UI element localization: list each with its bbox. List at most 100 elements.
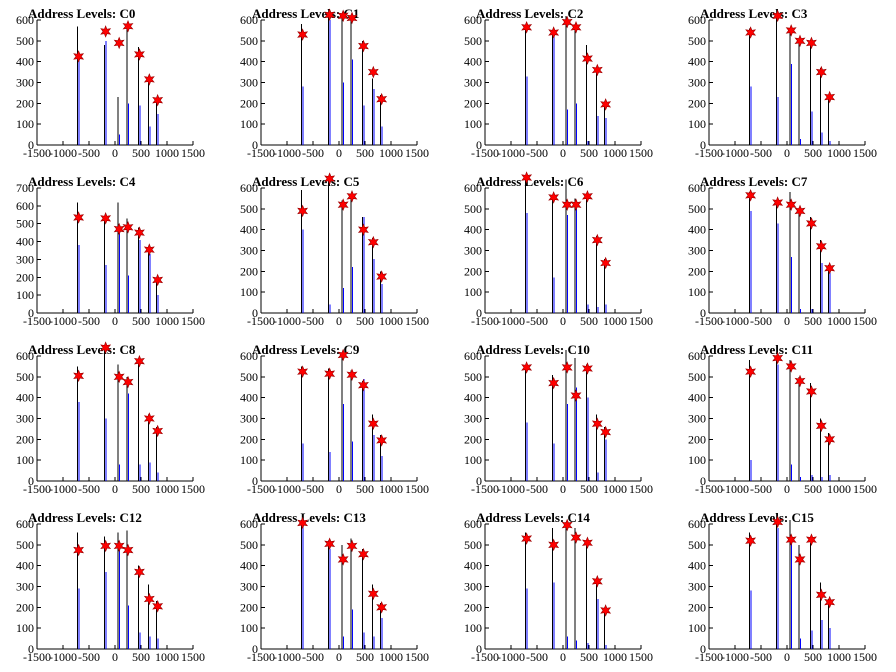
star-marker: [794, 374, 806, 388]
y-tick-label: 100: [464, 453, 482, 467]
y-tick-label: 500: [464, 370, 482, 384]
y-tick-label: 700: [16, 181, 34, 195]
star-marker: [152, 273, 164, 287]
y-tick-label: 300: [464, 244, 482, 258]
x-tick-label: -1000: [49, 314, 77, 328]
x-tick-label: 1000: [827, 146, 851, 160]
y-tick-label: 0: [252, 138, 258, 152]
y-tick-label: 200: [16, 96, 34, 110]
x-tick-label: 1500: [629, 314, 653, 328]
x-tick-label: 1500: [629, 482, 653, 496]
chart-panel-9: Address Levels: C9 0 100 200 300 400 500 600 -15…: [224, 336, 448, 504]
y-tick-label: 100: [240, 285, 258, 299]
x-tick-label: -1500: [695, 146, 723, 160]
y-tick-label: 200: [240, 432, 258, 446]
y-tick-label: 0: [700, 306, 706, 320]
y-tick-label: 200: [464, 96, 482, 110]
chart-panel-7: Address Levels: C7 0 100 200 300 400 500 600 -15…: [672, 168, 896, 336]
y-tick-label: 300: [16, 76, 34, 90]
x-tick-label: 500: [580, 314, 598, 328]
x-tick-label: 1000: [827, 314, 851, 328]
star-marker: [805, 217, 817, 230]
star-marker: [367, 65, 379, 79]
y-tick-label: 600: [464, 517, 482, 531]
x-tick-label: 1000: [155, 650, 179, 664]
y-tick-label: 500: [240, 34, 258, 48]
y-tick-label: 100: [240, 117, 258, 131]
chart-title: Address Levels: C14: [476, 510, 590, 525]
x-tick-label: 0: [560, 650, 566, 664]
x-tick-label: 0: [784, 146, 790, 160]
x-tick-label: 0: [112, 314, 118, 328]
chart-panel-5: Address Levels: C5 0 100 200 300 400 500 600 -15…: [224, 168, 448, 336]
chart-svg: Address Levels: C4 0 100 200 300 400 500 600 700…: [16, 174, 205, 328]
x-tick-label: -1500: [23, 482, 51, 496]
star-marker: [346, 11, 358, 25]
y-tick-label: 0: [28, 138, 34, 152]
x-tick-label: 500: [132, 482, 150, 496]
y-tick-label: 200: [240, 600, 258, 614]
y-tick-label: 500: [16, 217, 34, 231]
y-tick-label: 600: [688, 181, 706, 195]
star-marker: [133, 354, 145, 368]
y-tick-label: 300: [240, 244, 258, 258]
star-marker: [100, 212, 112, 225]
star-marker: [346, 190, 358, 203]
star-marker: [113, 370, 125, 384]
y-tick-label: 600: [688, 517, 706, 531]
y-tick-label: 500: [688, 538, 706, 552]
star-marker: [794, 34, 806, 48]
y-tick-label: 200: [16, 270, 34, 284]
star-marker: [143, 243, 155, 256]
x-tick-label: -1000: [721, 482, 749, 496]
star-marker: [745, 365, 757, 378]
star-marker: [357, 39, 369, 53]
x-tick-label: -1000: [49, 482, 77, 496]
chart-svg: Address Levels: C10100200300400500600-15…: [240, 6, 429, 160]
x-tick-label: 1500: [629, 146, 653, 160]
star-marker: [824, 261, 836, 275]
y-tick-label: 100: [688, 453, 706, 467]
star-marker: [324, 537, 336, 551]
x-tick-label: 500: [580, 146, 598, 160]
x-tick-label: 1500: [853, 482, 877, 496]
x-tick-label: 1000: [155, 482, 179, 496]
x-tick-label: 0: [336, 314, 342, 328]
x-tick-label: 1500: [853, 314, 877, 328]
star-marker: [745, 534, 757, 547]
chart-title: Address Levels: C11: [700, 342, 813, 357]
star-marker: [772, 515, 784, 529]
y-tick-label: 200: [688, 600, 706, 614]
y-tick-label: 200: [464, 264, 482, 278]
star-marker: [376, 601, 388, 614]
x-tick-label: 1500: [853, 146, 877, 160]
star-marker: [815, 419, 827, 433]
star-marker: [346, 539, 358, 553]
star-marker: [367, 587, 379, 601]
star-marker: [600, 98, 612, 111]
x-tick-label: 500: [804, 146, 822, 160]
star-marker: [591, 574, 603, 588]
star-marker: [521, 361, 533, 374]
x-tick-label: 500: [356, 146, 374, 160]
y-tick-label: 600: [240, 13, 258, 27]
chart-title: Address Levels: C6: [476, 174, 584, 189]
y-tick-label: 0: [28, 306, 34, 320]
y-tick-label: 600: [464, 13, 482, 27]
star-marker: [794, 204, 806, 218]
y-tick-label: 400: [464, 55, 482, 69]
chart-panel-0: Address Levels: C0 0 100 200 300 400 500 600 -15…: [0, 0, 224, 168]
y-tick-label: 100: [240, 621, 258, 635]
star-marker: [521, 20, 533, 34]
chart-panel-3: Address Levels: C3 0 100 200 300 400 500 600 -15…: [672, 0, 896, 168]
star-marker: [785, 198, 797, 211]
x-tick-label: -500: [78, 314, 100, 328]
star-marker: [805, 36, 817, 50]
star-marker: [376, 92, 388, 106]
x-tick-label: 500: [132, 146, 150, 160]
x-tick-label: 0: [560, 482, 566, 496]
star-marker: [152, 424, 164, 438]
star-marker: [824, 595, 836, 609]
x-tick-label: -1500: [247, 146, 275, 160]
